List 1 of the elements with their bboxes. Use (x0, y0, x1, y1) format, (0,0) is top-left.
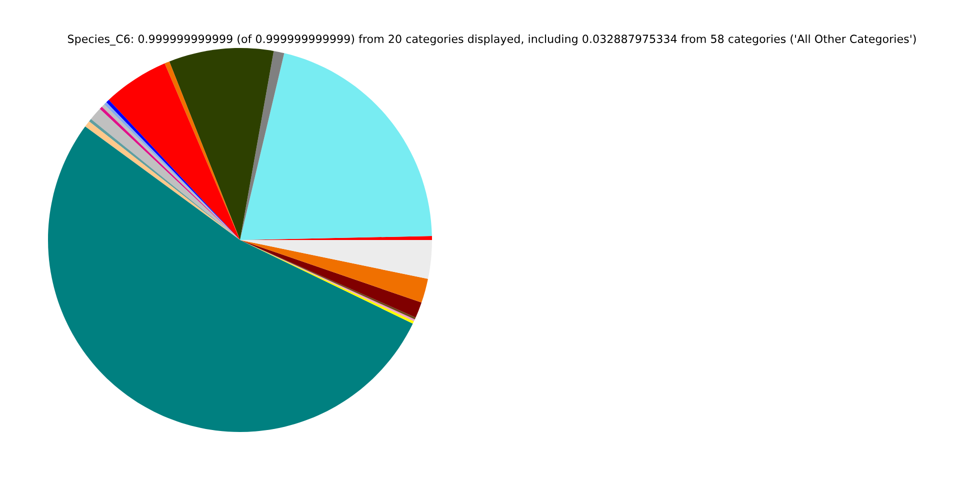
text: Species_C6: 0.999999999999 (of 0.999999999999) from 20 categories displayed, including 0.032887975334 from 58 categories ('All Other Categories') (68, 34, 916, 46)
